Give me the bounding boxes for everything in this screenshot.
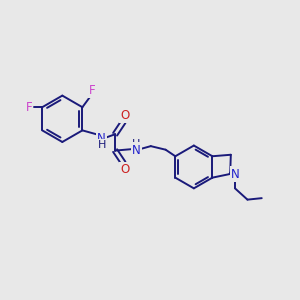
- Text: N: N: [132, 143, 141, 157]
- Text: F: F: [89, 84, 95, 97]
- Text: H: H: [98, 140, 106, 150]
- Text: N: N: [231, 168, 240, 181]
- Text: H: H: [132, 139, 141, 149]
- Text: O: O: [120, 109, 130, 122]
- Text: F: F: [26, 101, 32, 114]
- Text: O: O: [120, 163, 130, 176]
- Text: N: N: [97, 132, 106, 145]
